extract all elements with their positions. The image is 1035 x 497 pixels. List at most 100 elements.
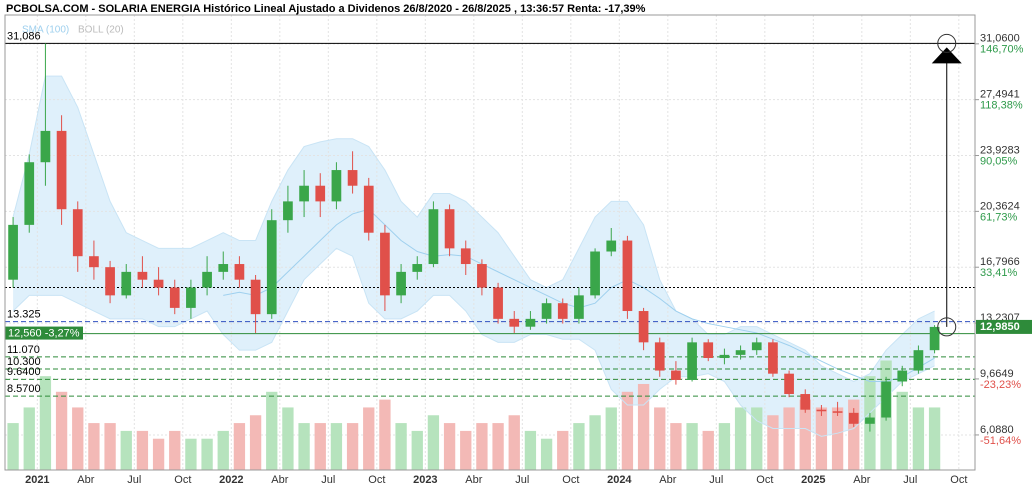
volume-bar — [912, 407, 925, 470]
candle-body — [266, 220, 277, 315]
candle-body — [315, 185, 326, 202]
volume-bar — [266, 391, 278, 470]
candle-body — [832, 411, 843, 413]
volume-bar — [314, 423, 326, 470]
level-label: 12,560 -3,27% — [8, 327, 80, 339]
y-tick-label: 20,3624 — [980, 200, 1020, 212]
volume-bar — [7, 423, 19, 470]
candle-body — [574, 295, 584, 319]
price-box — [976, 319, 1032, 334]
x-tick-label: Abr — [271, 474, 288, 486]
volume-bar — [411, 430, 423, 470]
volume-bar — [136, 430, 149, 470]
volume-bar — [670, 423, 682, 470]
candle-body — [363, 185, 374, 233]
candle-body — [299, 185, 309, 202]
candle-body — [525, 318, 536, 327]
candle-body — [687, 342, 697, 380]
volume-bar — [104, 423, 116, 470]
x-tick-label: Jul — [709, 474, 723, 486]
candle-body — [784, 373, 794, 395]
y-tick-pct-label: -51,64% — [980, 435, 1021, 447]
x-tick-label: Jul — [903, 474, 917, 486]
candle-body — [671, 370, 681, 380]
candle-body — [881, 381, 891, 418]
candle-body — [606, 240, 617, 252]
candle-body — [719, 354, 730, 359]
y-tick-label: 27,4941 — [980, 89, 1020, 101]
candle-body — [816, 409, 827, 412]
plot-area: 31,086 13.325 12,560 -3,27% 11.07010.3009.6… — [5, 15, 975, 470]
bollinger-lower — [12, 247, 935, 437]
candle-body — [234, 264, 245, 280]
level-label: 13.325 — [7, 309, 41, 321]
candle-body — [169, 287, 180, 308]
x-tick-label: Oct — [368, 474, 385, 486]
candle-body — [347, 170, 358, 186]
measure-point — [937, 317, 957, 337]
x-tick-label: Jul — [321, 474, 335, 486]
volume-bar — [524, 430, 537, 470]
level-label: 31,086 — [7, 30, 41, 42]
x-tick-label: Abr — [659, 474, 676, 486]
volume-bar — [492, 423, 504, 470]
candle-body — [638, 311, 649, 343]
volume-bar — [249, 415, 262, 470]
level-label: 11.070 — [7, 344, 40, 356]
volume-bar — [637, 383, 650, 470]
measure-point — [937, 33, 957, 53]
volume-bar — [831, 407, 844, 470]
y-tick-pct-label: 90,05% — [980, 155, 1018, 167]
y-tick-label: 16,7966 — [980, 256, 1020, 268]
candle-body — [541, 303, 552, 319]
volume-bar — [88, 423, 100, 470]
volume-bar — [928, 407, 941, 470]
x-tick-label: Jul — [515, 474, 529, 486]
current-price: 12,9850 — [980, 321, 1020, 333]
candle-body — [380, 232, 390, 296]
volume-bar — [427, 415, 440, 470]
volume-bar — [395, 423, 407, 470]
candle-body — [477, 264, 487, 288]
candle-body — [703, 342, 714, 359]
y-tick-pct-label: -23,23% — [980, 379, 1021, 391]
candle-body — [8, 224, 18, 280]
volume-bar — [298, 423, 310, 470]
volume-bar — [185, 438, 197, 470]
candle-body — [654, 342, 665, 371]
volume-bar — [686, 423, 698, 470]
candle-body — [590, 251, 600, 296]
volume-bar — [540, 438, 553, 470]
candle-body — [89, 256, 99, 268]
x-tick-label: 2024 — [607, 474, 632, 486]
y-tick-pct-label: 33,41% — [980, 267, 1018, 279]
plot-frame — [4, 14, 976, 471]
candle-body — [283, 201, 293, 221]
candle-body — [153, 279, 164, 288]
volume-bar — [39, 376, 52, 470]
y-tick-pct-label: 146,70% — [980, 44, 1024, 56]
volume-bar — [443, 423, 456, 470]
candle-body — [751, 342, 762, 351]
volume-bar — [605, 407, 617, 470]
level-label: 10.300 — [7, 356, 41, 368]
volume-bar — [233, 423, 246, 470]
x-tick-label: Abr — [77, 474, 94, 486]
volume-bar — [589, 415, 601, 470]
x-tick-label: 2023 — [413, 474, 437, 486]
volume-bar — [718, 423, 731, 470]
volume-bar — [557, 430, 569, 470]
volume-bar — [702, 430, 714, 470]
volume-bar — [799, 399, 811, 470]
candle-body — [509, 318, 520, 327]
candle-body — [735, 350, 746, 355]
candle-body — [218, 264, 229, 272]
volume-bar — [120, 430, 132, 470]
y-tick-label: 9,6649 — [980, 368, 1014, 380]
candle-body — [331, 170, 342, 202]
volume-bar — [783, 407, 795, 470]
volume-bar — [55, 391, 68, 470]
x-tick-label: Oct — [950, 474, 967, 486]
volume-bar — [508, 415, 520, 470]
